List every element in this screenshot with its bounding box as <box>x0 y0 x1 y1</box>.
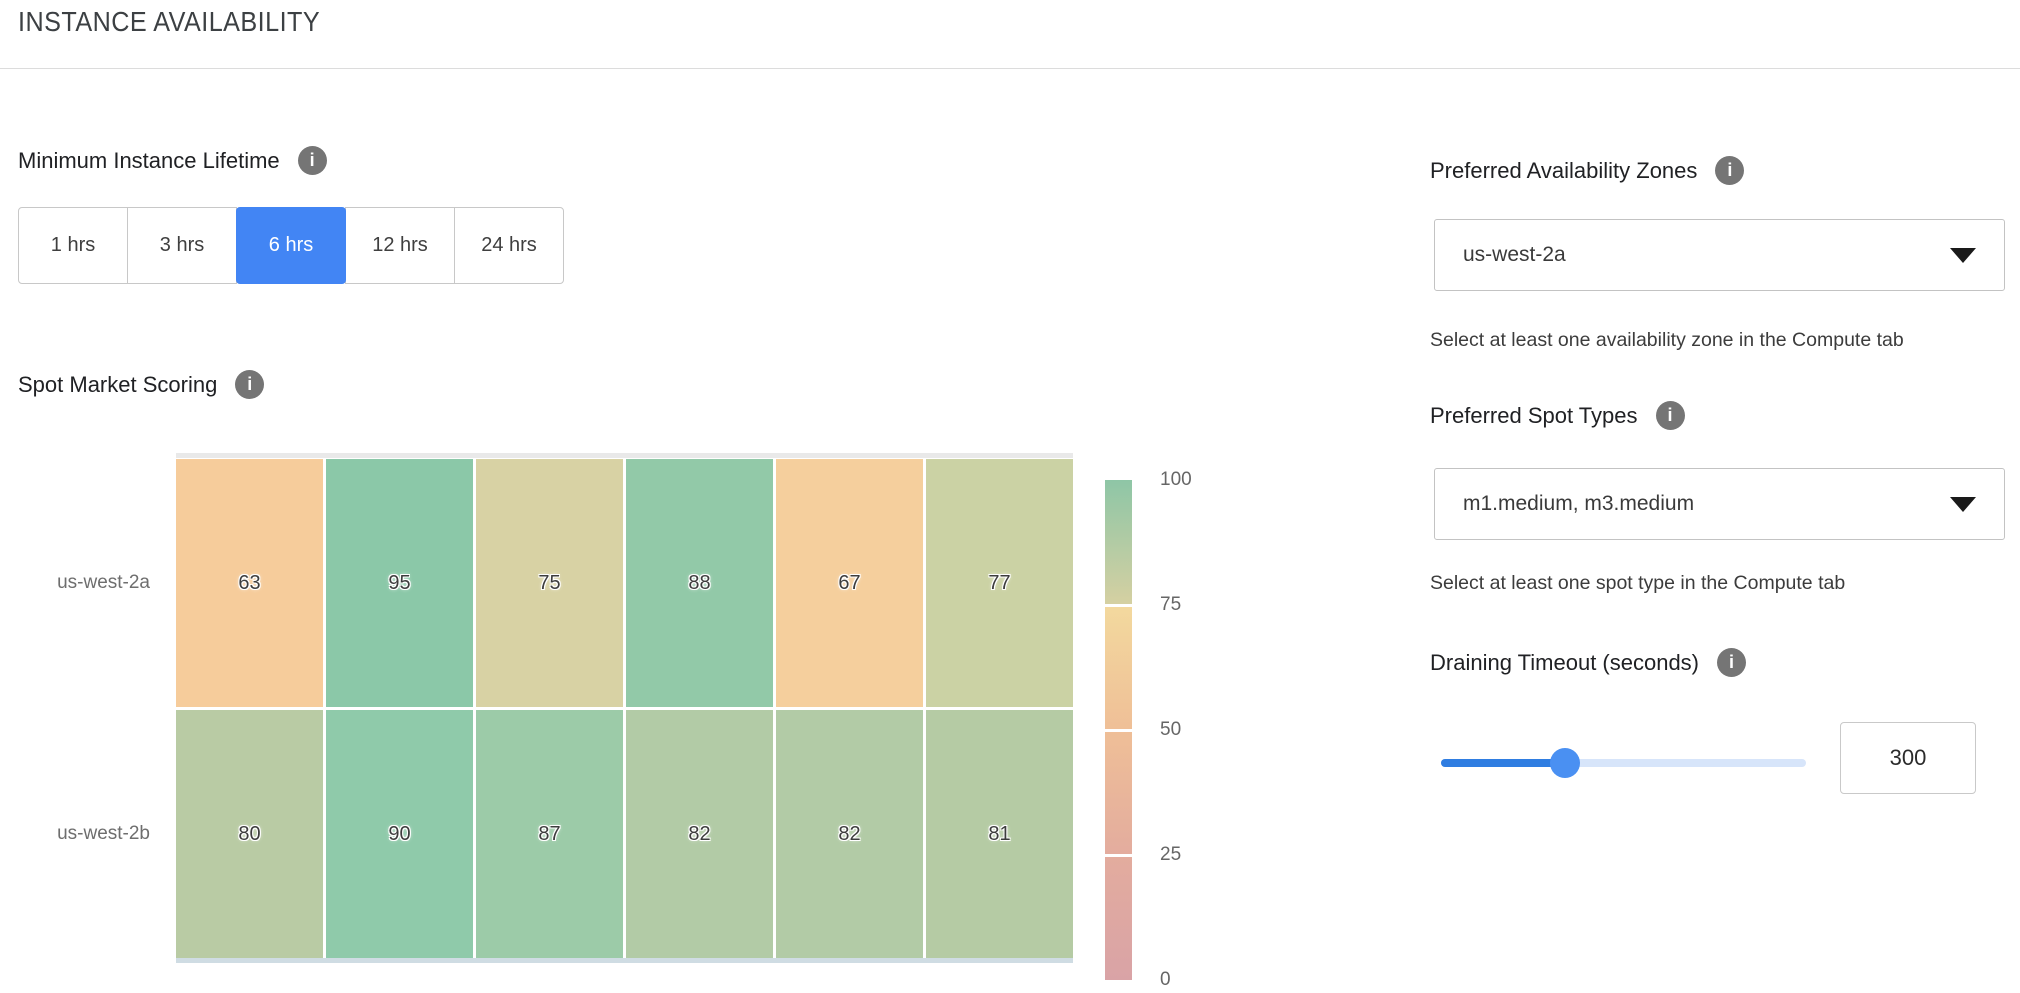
heatmap-cell: 88 <box>626 459 773 707</box>
preferred-spot-types-section: Preferred Spot Types i <box>1430 401 1685 430</box>
draining-timeout-input[interactable] <box>1840 722 1976 794</box>
spot-market-scoring-label: Spot Market Scoring <box>18 371 218 397</box>
heatmap-cell: 80 <box>176 710 323 958</box>
heatmap-cell: 82 <box>626 710 773 958</box>
colorbar-tick-label: 0 <box>1160 969 1171 990</box>
info-icon[interactable]: i <box>297 146 327 175</box>
page-title: INSTANCE AVAILABILITY <box>18 6 321 37</box>
info-icon[interactable]: i <box>235 370 265 399</box>
lifetime-option-3-hrs[interactable]: 3 hrs <box>127 207 237 284</box>
chevron-down-icon <box>1950 496 1976 512</box>
spot-types-helper: Select at least one spot type in the Com… <box>1430 572 1846 594</box>
slider-thumb[interactable] <box>1550 748 1581 778</box>
lifetime-button-group: 1 hrs 3 hrs 6 hrs 12 hrs 24 hrs <box>18 207 564 284</box>
lifetime-option-6-hrs[interactable]: 6 hrs <box>236 207 346 284</box>
heatmap-cell: 82 <box>776 710 923 958</box>
colorbar-tick-label: 50 <box>1160 719 1182 740</box>
chevron-down-icon <box>1950 247 1976 263</box>
heatmap-bottom-strip <box>176 958 1073 963</box>
draining-timeout-label: Draining Timeout (seconds) <box>1430 649 1700 675</box>
lifetime-option-24-hrs[interactable]: 24 hrs <box>454 207 564 284</box>
availability-zones-helper: Select at least one availability zone in… <box>1430 329 1904 351</box>
colorbar-separator <box>1105 729 1132 732</box>
colorbar-gradient <box>1105 480 1132 980</box>
lifetime-option-1-hrs[interactable]: 1 hrs <box>18 207 128 284</box>
info-icon[interactable]: i <box>1717 648 1747 677</box>
heatmap-cell: 95 <box>326 459 473 707</box>
colorbar-separator <box>1105 604 1132 607</box>
colorbar-tick-label: 75 <box>1160 594 1182 615</box>
heatmap-top-strip <box>176 453 1073 458</box>
heatmap-cell: 67 <box>776 459 923 707</box>
lifetime-option-12-hrs[interactable]: 12 hrs <box>345 207 455 284</box>
heatmap-cell: 75 <box>476 459 623 707</box>
info-icon[interactable]: i <box>1655 401 1685 430</box>
slider-fill <box>1441 759 1566 767</box>
heatmap-cell: 87 <box>476 710 623 958</box>
colorbar-separator <box>1105 854 1132 857</box>
heatmap-cell: 81 <box>926 710 1073 958</box>
preferred-availability-zones-label: Preferred Availability Zones <box>1430 157 1698 183</box>
heatmap-cell: 63 <box>176 459 323 707</box>
info-icon[interactable]: i <box>1715 156 1745 185</box>
spot-types-value: m1.medium, m3.medium <box>1463 492 1695 515</box>
colorbar-tick-label: 25 <box>1160 844 1182 865</box>
heatmap-row-labels: us-west-2a us-west-2b <box>0 459 150 958</box>
heatmap-row-label: us-west-2b <box>57 823 150 844</box>
preferred-availability-zones-section: Preferred Availability Zones i <box>1430 156 1745 185</box>
heatmap-row-label: us-west-2a <box>57 572 150 593</box>
heatmap: 63 95 75 88 67 77 80 90 87 82 82 81 <box>176 459 1073 958</box>
spot-types-dropdown[interactable]: m1.medium, m3.medium <box>1434 468 2005 540</box>
draining-timeout-section: Draining Timeout (seconds) i <box>1430 648 1747 677</box>
draining-timeout-slider[interactable] <box>1441 748 1806 778</box>
preferred-spot-types-label: Preferred Spot Types <box>1430 402 1638 428</box>
availability-zones-value: us-west-2a <box>1463 243 1566 266</box>
minimum-instance-lifetime-label: Minimum Instance Lifetime <box>18 147 280 173</box>
availability-zones-dropdown[interactable]: us-west-2a <box>1434 219 2005 291</box>
heatmap-cell: 77 <box>926 459 1073 707</box>
header-divider <box>0 68 2020 69</box>
minimum-instance-lifetime-section: Minimum Instance Lifetime i <box>18 146 327 175</box>
spot-market-scoring-section: Spot Market Scoring i <box>18 370 265 399</box>
heatmap-cell: 90 <box>326 710 473 958</box>
colorbar-tick-label: 100 <box>1160 469 1192 490</box>
